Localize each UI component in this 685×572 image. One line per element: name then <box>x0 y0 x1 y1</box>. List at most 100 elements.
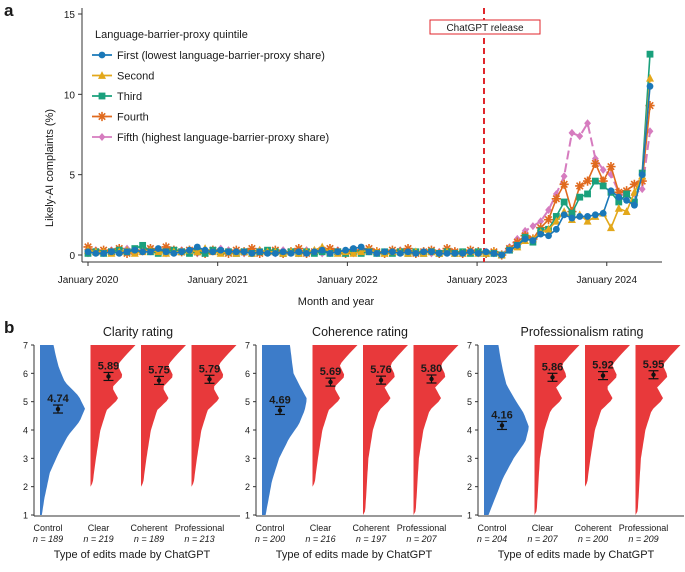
data-point <box>622 207 631 216</box>
data-point <box>154 245 162 252</box>
violin-y-tick-label: 3 <box>467 454 472 464</box>
panel-b-letter: b <box>4 318 14 337</box>
n-count-label: n = 197 <box>356 534 387 544</box>
violin-coherent <box>363 345 408 515</box>
violin-x-axis-label: Type of edits made by ChatGPT <box>54 549 211 561</box>
data-point <box>568 128 576 137</box>
data-point <box>139 241 147 249</box>
x-tick-label: January 2022 <box>317 275 378 286</box>
data-point <box>161 242 171 252</box>
category-label: Coherent <box>352 523 390 533</box>
data-point <box>225 248 232 256</box>
violin-panel-title: Clarity rating <box>103 325 173 339</box>
n-count-label: n = 219 <box>83 534 113 544</box>
legend-entry: Third <box>117 91 142 103</box>
series-line <box>87 105 651 256</box>
data-point <box>490 249 498 257</box>
data-point <box>482 248 490 256</box>
data-point <box>310 248 318 256</box>
violin-clear <box>534 345 580 515</box>
data-point <box>606 223 615 232</box>
data-point <box>630 201 638 209</box>
series-1 <box>84 82 654 259</box>
data-point <box>193 247 202 256</box>
category-label: Professional <box>397 523 447 533</box>
release-annotation-label: ChatGPT release <box>446 23 524 34</box>
mean-point <box>651 372 656 377</box>
mean-label: 5.79 <box>199 363 220 375</box>
data-point <box>568 209 576 217</box>
series-4 <box>83 100 655 260</box>
data-point <box>84 248 92 256</box>
mean-label: 5.92 <box>592 360 613 372</box>
series-group <box>83 50 655 260</box>
category-label: Clear <box>532 523 554 533</box>
data-point <box>544 224 553 233</box>
data-point <box>590 158 600 169</box>
data-point <box>217 246 225 254</box>
legend-swatch-marker <box>98 71 106 79</box>
n-count-label: n = 189 <box>33 534 63 544</box>
mean-label: 5.89 <box>98 360 119 372</box>
x-tick-label: January 2024 <box>576 275 637 286</box>
mean-point <box>207 377 212 382</box>
data-point <box>178 248 186 256</box>
mean-point <box>378 377 384 383</box>
data-point <box>614 187 624 197</box>
violin-y-tick-label: 7 <box>23 341 28 351</box>
data-point <box>521 235 529 243</box>
mean-point <box>600 373 606 378</box>
n-count-label: n = 200 <box>578 534 608 544</box>
data-point <box>357 247 366 256</box>
data-point <box>599 165 607 174</box>
data-point <box>623 196 630 204</box>
y-tick-label: 15 <box>64 10 76 21</box>
x-ticks: January 2020 January 2021 January 2022 Janu… <box>58 262 638 286</box>
violin-panel-title: Professionalism rating <box>521 325 644 339</box>
data-point <box>584 119 591 128</box>
data-point <box>575 181 585 191</box>
data-point <box>381 248 389 256</box>
data-point <box>271 249 279 257</box>
data-point <box>545 206 552 215</box>
violin-panel-3: Professionalism rating 1 2 3 4 5 6 7 4.16 Control… <box>467 325 684 561</box>
panel-a-letter: a <box>4 1 14 20</box>
data-point <box>576 193 584 201</box>
data-point <box>638 185 646 194</box>
data-point <box>506 246 513 254</box>
data-point <box>186 246 193 254</box>
violin-control <box>262 345 307 515</box>
violin-y-tick-label: 1 <box>23 511 28 521</box>
legend-swatch-marker <box>97 111 107 122</box>
violin-y-tick-label: 7 <box>467 341 472 351</box>
violin-y-tick-label: 1 <box>245 511 250 521</box>
data-point <box>412 249 420 257</box>
data-point <box>513 241 521 249</box>
data-point <box>576 213 584 220</box>
data-point <box>92 249 100 257</box>
mean-point <box>106 374 111 379</box>
data-point <box>131 246 139 254</box>
data-point <box>543 215 554 225</box>
violin-y-tick-label: 4 <box>23 426 28 436</box>
violin-x-axis-label: Type of edits made by ChatGPT <box>498 549 655 561</box>
data-point <box>303 249 310 257</box>
data-point <box>576 132 584 141</box>
mean-label: 4.74 <box>47 393 69 405</box>
mean-point <box>277 408 283 413</box>
data-point <box>614 204 623 212</box>
data-point <box>552 225 560 233</box>
y-ticks: 0 5 10 15 <box>64 10 82 262</box>
data-point <box>240 248 248 256</box>
category-label: Clear <box>88 523 110 533</box>
category-label: Professional <box>175 523 225 533</box>
data-point <box>295 248 303 256</box>
n-count-label: n = 204 <box>477 534 507 544</box>
violin-y-tick-label: 6 <box>245 369 250 379</box>
data-point <box>248 249 256 257</box>
data-point <box>559 179 569 189</box>
